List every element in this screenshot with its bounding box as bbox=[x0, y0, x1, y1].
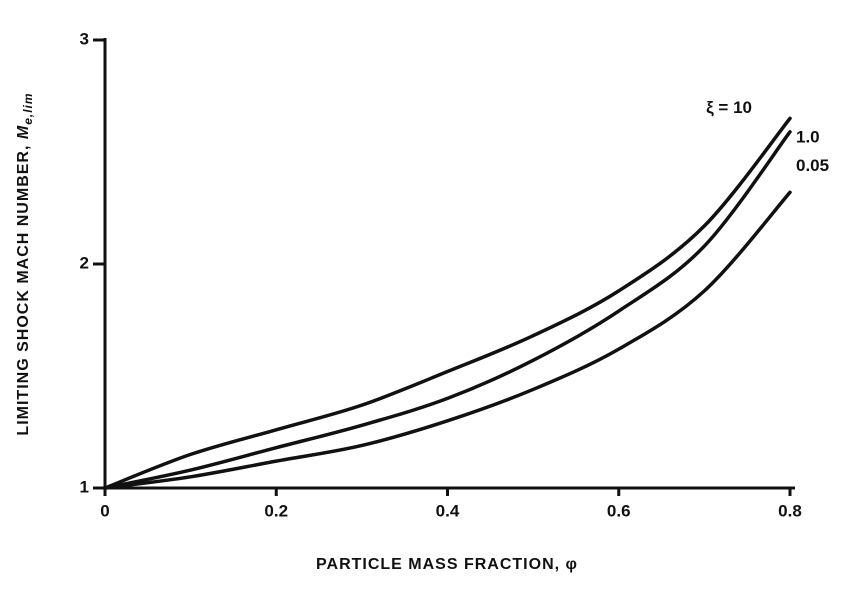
y-axis-label-symbol: M bbox=[15, 125, 32, 139]
series-label: ξ = 10 bbox=[706, 98, 752, 117]
y-axis-label: LIMITING SHOCK MACH NUMBER, Me,lim bbox=[15, 92, 35, 435]
x-tick-label: 0 bbox=[100, 501, 109, 520]
y-axis-label-text: LIMITING SHOCK MACH NUMBER, bbox=[15, 139, 32, 435]
series-line bbox=[103, 116, 792, 490]
series-label: 0.05 bbox=[796, 156, 829, 175]
y-tick-label: 2 bbox=[80, 253, 89, 272]
x-tick-label: 0.4 bbox=[436, 501, 460, 520]
y-tick-label: 3 bbox=[80, 29, 89, 48]
series-label: 1.0 bbox=[796, 127, 820, 146]
y-tick-label: 1 bbox=[80, 477, 89, 496]
x-tick-label: 0.8 bbox=[778, 501, 802, 520]
x-tick-label: 0.2 bbox=[264, 501, 288, 520]
series-line bbox=[103, 190, 792, 490]
y-axis-label-subscript: e,lim bbox=[21, 92, 35, 124]
series-line bbox=[103, 130, 792, 490]
x-axis-label: PARTICLE MASS FRACTION, φ bbox=[316, 556, 578, 573]
x-tick-label: 0.6 bbox=[607, 501, 631, 520]
